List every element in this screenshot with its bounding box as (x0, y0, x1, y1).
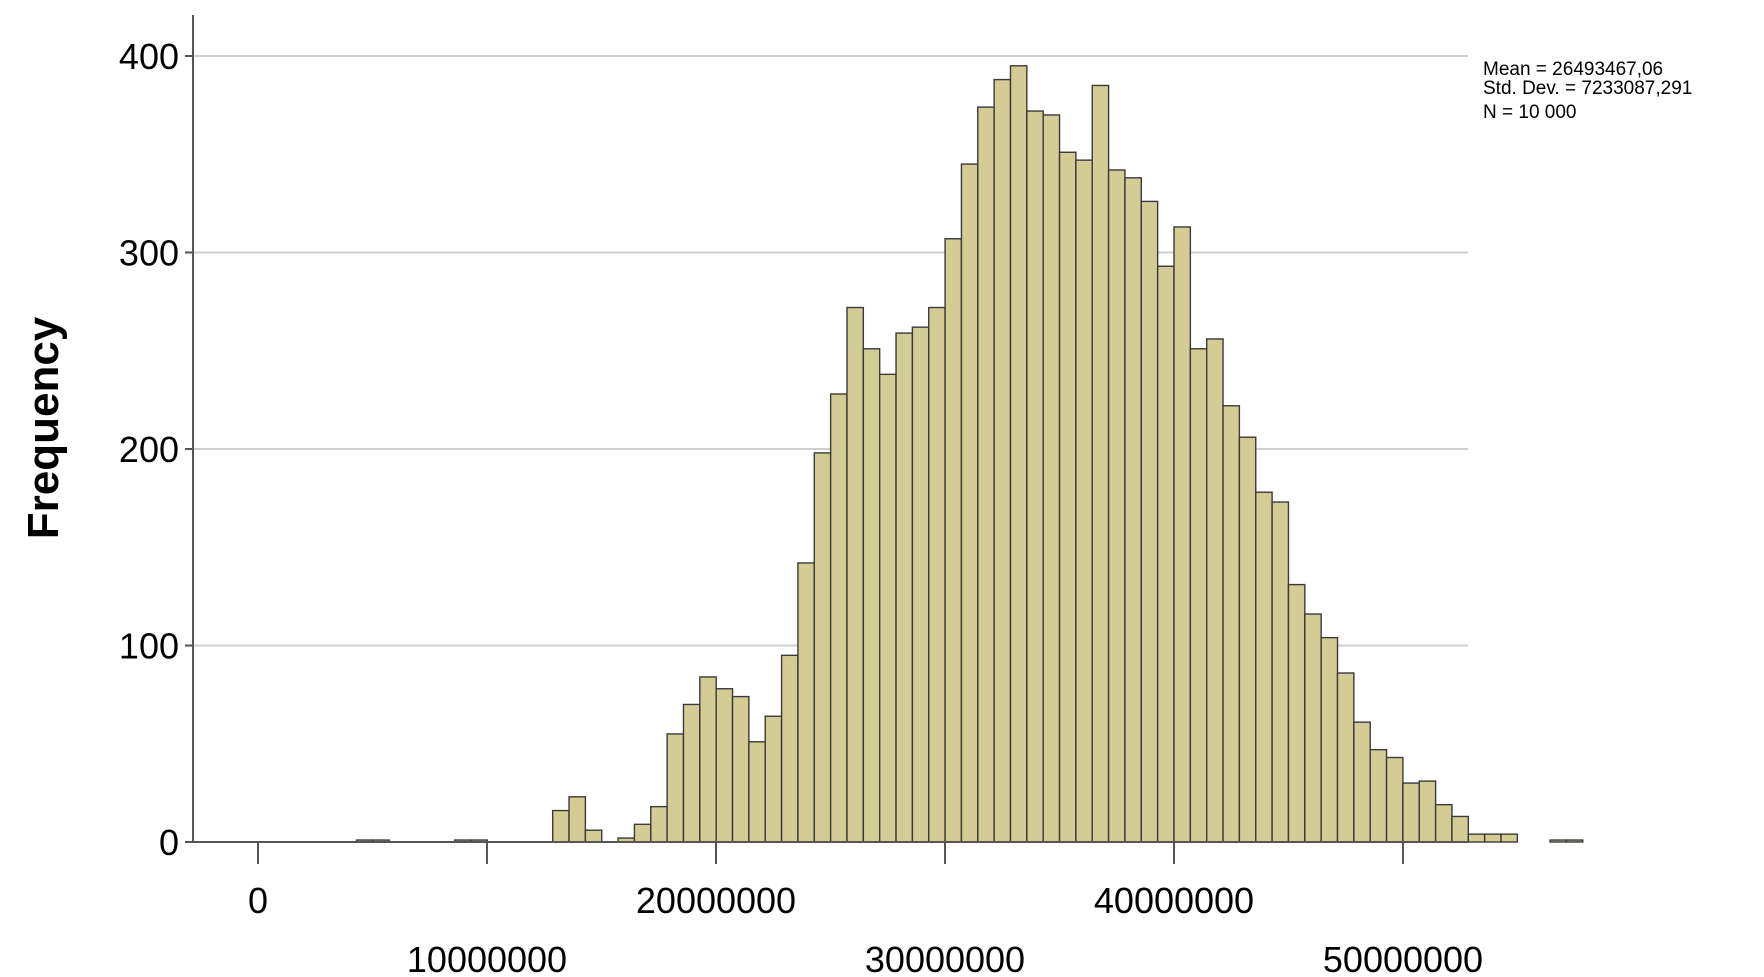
x-tick-label: 0 (248, 880, 268, 921)
histogram-bar (1385, 756, 1404, 843)
histogram-bar (1320, 636, 1339, 843)
x-tick-label: 10000000 (407, 939, 567, 977)
histogram-bar (977, 106, 995, 843)
histogram-bar (1565, 839, 1584, 843)
histogram-bar (862, 348, 881, 843)
histogram-bar (1107, 169, 1126, 843)
histogram-bar (1124, 177, 1142, 843)
histogram-bar (1091, 84, 1110, 843)
histogram-bars (355, 65, 1584, 843)
x-tick-label: 30000000 (865, 939, 1025, 977)
histogram-bar (568, 796, 587, 843)
histogram-bar (1075, 159, 1093, 843)
x-axis-ticks: 0 10000000 20000000 30000000 40000000 5000000… (248, 842, 1483, 977)
histogram-bar (1156, 265, 1175, 843)
histogram-bar (928, 306, 946, 843)
histogram-bar (1549, 839, 1568, 843)
histogram-bar (993, 78, 1012, 843)
histogram-bar (1500, 833, 1519, 843)
histogram-bar (1206, 338, 1224, 843)
stats-n: N = 10 000 (1483, 102, 1577, 123)
histogram-bar (699, 676, 717, 843)
y-tick-label: 300 (119, 233, 179, 274)
y-tick-label: 400 (119, 36, 179, 77)
x-tick-label: 50000000 (1323, 939, 1483, 977)
x-tick-label: 20000000 (636, 880, 796, 921)
histogram-bar (1483, 833, 1502, 843)
histogram-bar (1336, 672, 1355, 843)
y-tick-label: 0 (159, 822, 179, 863)
stats-std-dev: Std. Dev. = 7233087,291 (1483, 78, 1692, 99)
histogram-bar (1189, 348, 1208, 843)
histogram-bar (1402, 782, 1420, 843)
histogram-bar (780, 654, 799, 843)
histogram-bar (895, 332, 914, 843)
histogram-bar (846, 306, 865, 843)
histogram-bar (1418, 780, 1437, 843)
y-tick-label: 100 (119, 626, 179, 667)
y-tick-label: 200 (119, 429, 179, 470)
histogram-bar (1026, 110, 1044, 843)
histogram-bar (1467, 833, 1486, 843)
histogram-bar (1238, 436, 1257, 843)
histogram-bar (551, 809, 570, 843)
y-axis-ticks: 0 100 200 300 400 (119, 36, 193, 863)
axes (192, 15, 1468, 843)
histogram-bar (682, 703, 701, 843)
histogram-bar (1173, 226, 1192, 843)
histogram-bar (1042, 114, 1061, 843)
histogram-bar (1369, 748, 1388, 843)
histogram-bar (748, 741, 766, 843)
histogram-bar (731, 695, 750, 843)
histogram-bar (715, 688, 734, 843)
histogram-bar (633, 823, 652, 843)
histogram-bar (878, 373, 897, 843)
histogram-bar (797, 562, 815, 843)
histogram-bar (1434, 803, 1453, 843)
histogram-bar (829, 393, 848, 843)
histogram-bar (1353, 721, 1371, 843)
y-axis-label: Frequency (19, 316, 68, 539)
histogram-bar (764, 715, 783, 843)
histogram-bar (584, 829, 603, 843)
histogram-bar (1222, 405, 1241, 843)
stats-box: Mean = 26493467,06 Std. Dev. = 7233087,2… (1483, 59, 1692, 123)
histogram-bar (1451, 815, 1470, 843)
histogram-bar (666, 733, 685, 843)
histogram-bar (960, 163, 979, 843)
histogram-bar (650, 805, 668, 843)
histogram-bar (911, 326, 930, 843)
histogram-bar (813, 452, 832, 843)
histogram-bar (1271, 501, 1290, 843)
histogram-bar (1287, 583, 1306, 843)
histogram-bar (1140, 200, 1159, 843)
histogram-bar (1009, 65, 1028, 843)
histogram-bar (944, 238, 963, 843)
histogram-bar (1304, 613, 1322, 843)
stats-mean: Mean = 26493467,06 (1483, 59, 1663, 80)
x-tick-label: 40000000 (1094, 880, 1254, 921)
histogram-bar (1255, 491, 1273, 843)
histogram-bar (1058, 151, 1077, 843)
